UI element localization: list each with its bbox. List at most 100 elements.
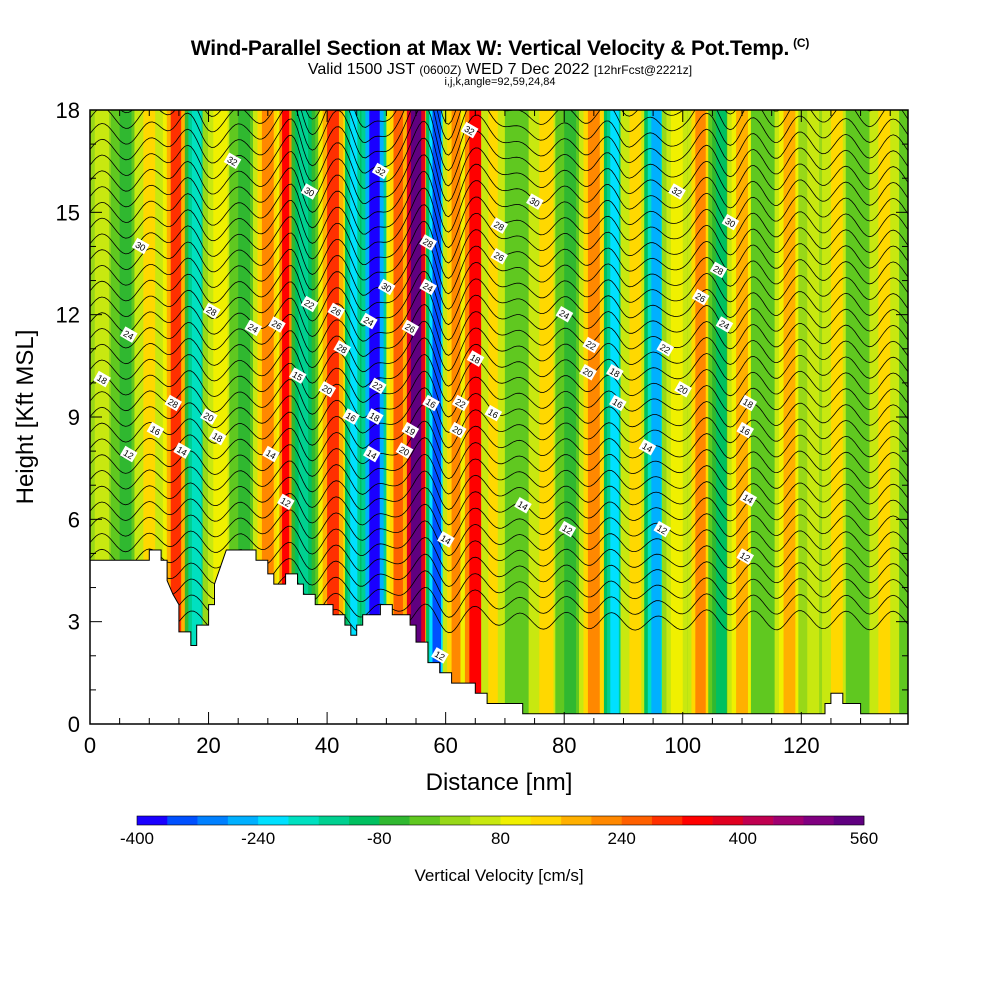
contour-label-35: 20	[674, 381, 692, 398]
contour-label-3: 32	[460, 121, 479, 139]
contour-label-59: 12	[558, 520, 577, 538]
contour-label-31: 20	[579, 364, 597, 381]
x-tick-label: 0	[84, 733, 96, 758]
contour-label-text: 20	[451, 424, 465, 438]
contour-label-39: 16	[609, 394, 627, 412]
contour-label-text: 16	[148, 424, 162, 438]
colorbar-swatch	[288, 816, 320, 825]
velocity-band-17-2	[469, 110, 482, 724]
contour-label-60: 12	[653, 520, 672, 538]
contour-label-13: 30	[377, 278, 396, 296]
contour-label-52: 14	[363, 445, 381, 463]
colorbar-swatch	[591, 816, 622, 825]
contour-label-27: 22	[656, 340, 675, 357]
velocity-band-29-2	[736, 110, 748, 724]
y-axis: 0 3 6 9 12 15 18	[56, 98, 908, 737]
contour-label-50: 14	[173, 442, 191, 459]
contour-label-36: 16	[422, 394, 440, 412]
y-tick-label: 12	[56, 303, 80, 328]
contour-label-text: 12	[279, 495, 293, 509]
colorbar-swatch	[439, 816, 471, 825]
contour-label-text: 16	[344, 410, 358, 424]
contour-label-29: 18	[93, 370, 111, 388]
contour-label-44: 18	[365, 408, 384, 425]
colorbar-swatch	[470, 816, 501, 825]
velocity-band-2-2	[143, 110, 156, 724]
colorbar-swatch	[227, 816, 259, 825]
contour-label-37: 22	[451, 394, 470, 412]
contour-label-text: 20	[397, 444, 411, 458]
contour-label-text: 30	[723, 216, 737, 230]
colorbar-swatch	[530, 816, 562, 825]
contour-label-4: 30	[526, 193, 544, 210]
y-axis-title: Height [Kft MSL]	[12, 330, 39, 505]
velocity-band-8-2	[282, 110, 290, 724]
contour-label-18: 24	[360, 312, 378, 330]
contour-label-20: 26	[268, 316, 286, 333]
contour-label-21: 26	[401, 319, 420, 337]
velocity-band-33-2	[830, 110, 843, 724]
velocity-band-9-2	[298, 110, 309, 724]
velocity-band-20-2	[539, 110, 554, 724]
x-tick-label: 100	[664, 733, 701, 758]
velocity-band-1-2	[119, 110, 132, 724]
x-axis-title: Distance [nm]	[426, 769, 573, 796]
contour-label-11: 28	[709, 261, 728, 279]
contour-label-43: 16	[342, 408, 360, 425]
chart-title: Wind-Parallel Section at Max W: Vertical…	[190, 36, 810, 60]
contour-label-57: 14	[514, 497, 532, 514]
theta-contour-7	[90, 487, 908, 526]
colorbar-swatch	[409, 816, 441, 825]
velocity-band-4-2	[191, 110, 202, 724]
contour-label-49: 18	[208, 428, 227, 446]
contour-label-7: 30	[131, 237, 150, 255]
contour-label-text: 26	[694, 291, 708, 305]
theta-contour-20	[90, 270, 908, 327]
velocity-band-14-2	[410, 110, 422, 724]
x-tick-label: 80	[552, 733, 576, 758]
contour-label-text: 20	[676, 383, 690, 397]
contour-label-text: 28	[492, 219, 506, 233]
velocity-band-32-2	[807, 110, 820, 724]
contour-label-text: 24	[246, 321, 260, 335]
contour-label-46: 20	[448, 421, 467, 439]
y-tick-label: 6	[68, 507, 80, 532]
theta-contour-18	[90, 304, 908, 357]
contour-label-10: 26	[490, 248, 509, 265]
contour-label-text: 14	[439, 533, 453, 547]
colorbar-swatch	[833, 816, 865, 825]
terrain-mask	[90, 549, 908, 724]
contour-label-text: 26	[403, 321, 417, 335]
contour-label-text: 20	[320, 383, 334, 397]
velocity-band-10-2	[327, 110, 339, 724]
contour-label-48: 16	[736, 421, 755, 439]
theta-contour-15	[90, 353, 908, 403]
contour-label-17: 26	[327, 302, 346, 320]
theta-contour-16	[90, 337, 908, 388]
contour-label-56: 12	[277, 493, 295, 511]
contour-label-text: 28	[421, 236, 435, 250]
contour-label-text: 24	[122, 328, 136, 342]
contour-label-text: 26	[329, 304, 343, 318]
colorbar-swatch	[137, 816, 168, 825]
theta-contour-21	[90, 254, 908, 312]
contour-label-14: 24	[419, 278, 437, 296]
contour-label-text: 16	[486, 407, 500, 421]
contour-label-text: 30	[380, 281, 394, 295]
theta-contour-9	[90, 453, 908, 495]
contour-label-1: 30	[300, 183, 319, 200]
colorbar-swatch	[197, 816, 229, 825]
colorbar-swatch	[742, 816, 774, 825]
contour-label-text: 18	[211, 431, 225, 445]
theta-contour-29	[90, 121, 908, 189]
colorbar-swatch	[349, 816, 380, 825]
theta-contour-11	[90, 420, 908, 465]
contour-label-58: 14	[739, 490, 758, 507]
velocity-band-26-2	[670, 110, 683, 724]
contour-label-text: 26	[492, 250, 506, 264]
contour-label-19: 24	[244, 319, 263, 337]
contour-label-text: 12	[560, 523, 574, 537]
contour-label-text: 16	[738, 424, 752, 438]
grid-info: i,j,k,angle=92,59,24,84	[444, 76, 556, 88]
